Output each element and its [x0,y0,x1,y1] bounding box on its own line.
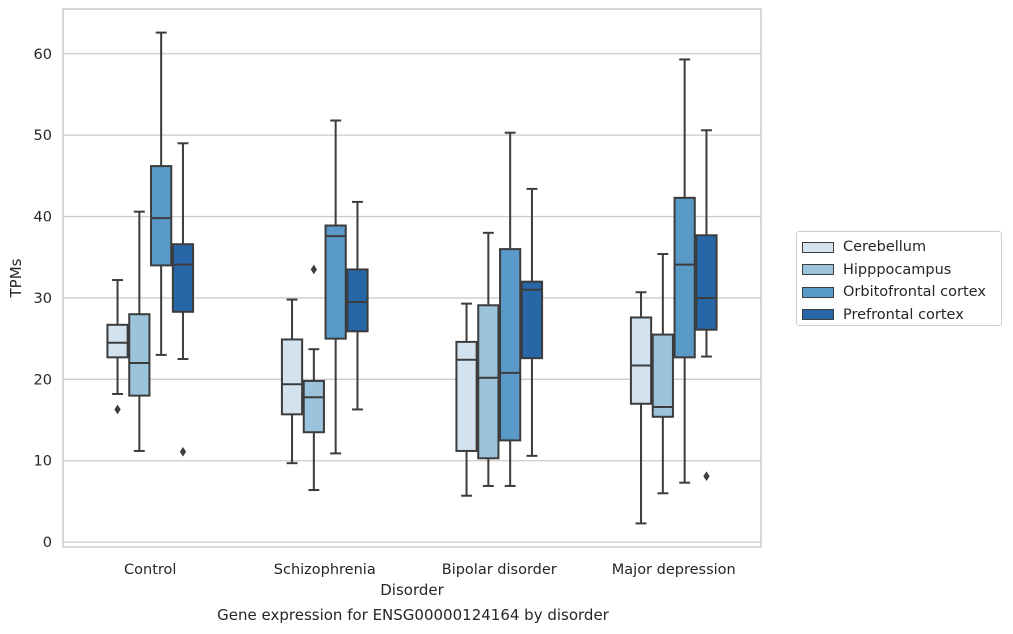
chart-caption: Gene expression for ENSG00000124164 by d… [217,606,609,624]
y-tick-label: 20 [34,372,52,388]
iqr-box [499,248,522,442]
y-axis-label: TPMs [7,258,25,298]
legend-item: Cerebellum [802,236,1001,259]
legend-item: Orbitofrontal cortex [802,281,1001,304]
box-hipppocampus [651,252,674,495]
x-tick-label: Bipolar disorder [442,562,557,578]
iqr-box [651,333,674,418]
legend-swatch [802,264,834,276]
legend-label: Cerebellum [843,239,927,256]
iqr-box [346,268,369,333]
box-orbitofrontal-cortex [150,31,173,356]
iqr-box [695,234,718,331]
outlier-point [310,264,317,275]
box-prefrontal-cortex [695,129,718,482]
outlier-point [703,471,710,482]
iqr-box [302,379,325,434]
legend-swatch [802,286,834,298]
iqr-box [150,165,173,267]
y-tick-label: 0 [43,535,52,551]
x-tick-label: Major depression [612,562,736,578]
y-tick-label: 50 [34,128,52,144]
box-orbitofrontal-cortex [324,119,347,455]
chart-legend: Cerebellum Hipppocampus Orbitofrontal cort… [796,231,1002,326]
outlier-point [114,404,121,415]
outlier-point [179,446,187,457]
iqr-box [106,323,129,359]
box-hipppocampus [302,264,325,492]
box-orbitofrontal-cortex [673,58,696,484]
iqr-box [673,196,696,359]
y-tick-label: 60 [34,47,52,63]
y-tick-labels: 0 10 20 30 40 50 60 [34,47,52,551]
box-prefrontal-cortex [346,200,369,411]
legend-item: Prefrontal cortex [802,304,1001,327]
box-hipppocampus [128,210,151,452]
x-tick-label: Control [124,562,176,578]
y-tick-label: 10 [34,454,52,470]
x-axis-label: Disorder [380,581,444,599]
gridlines [63,53,761,543]
iqr-box [324,224,347,340]
legend-swatch [802,309,834,321]
iqr-box [477,304,500,460]
y-tick-label: 40 [34,210,52,226]
box-prefrontal-cortex [520,187,544,457]
box-cerebellum [280,298,304,465]
legend-label: Prefrontal cortex [843,306,964,323]
box-cerebellum [629,291,653,525]
iqr-box [128,313,151,397]
box-series [106,31,718,525]
box-cerebellum [106,279,129,415]
legend-item: Hipppocampus [802,259,1001,282]
iqr-box [171,243,195,313]
iqr-box [629,316,653,405]
x-tick-label: Schizophrenia [274,562,376,578]
box-hipppocampus [477,231,500,487]
x-tick-labels: Control Schizophrenia Bipolar disorder Majo… [124,562,736,578]
iqr-box [520,280,544,360]
iqr-box [455,340,478,452]
box-cerebellum [455,302,478,497]
box-orbitofrontal-cortex [499,131,522,487]
plot-frame [62,8,762,548]
legend-label: Hipppocampus [843,261,952,278]
legend-label: Orbitofrontal cortex [843,284,986,301]
box-prefrontal-cortex [171,142,195,457]
y-tick-label: 30 [34,291,52,307]
legend-swatch [802,241,834,253]
iqr-box [280,338,304,416]
